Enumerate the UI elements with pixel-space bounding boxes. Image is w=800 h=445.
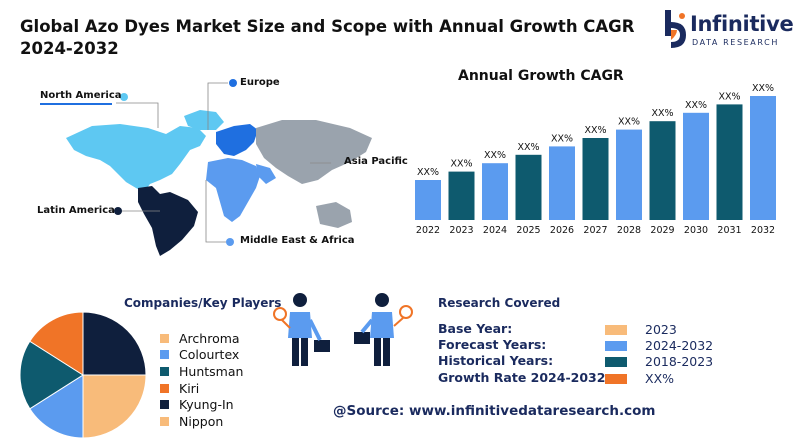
pie-slice-0: [82, 311, 147, 376]
bar-2024: [482, 163, 508, 220]
legend-label: Nippon: [179, 413, 224, 429]
bar-data-label: XX%: [618, 117, 640, 128]
bar-data-label: XX%: [417, 167, 439, 178]
north-america-underline: [40, 103, 112, 105]
research-value: XX%: [645, 371, 675, 386]
x-tick-label: 2024: [483, 225, 507, 236]
bar-data-label: XX%: [752, 83, 774, 94]
legend-item: Nippon: [160, 413, 243, 430]
label-middle-east-africa: Middle East & Africa: [240, 235, 355, 246]
logo-icon: [665, 10, 686, 48]
bar-data-label: XX%: [685, 100, 707, 111]
bar-2025: [515, 154, 542, 220]
bar-chart-svg: XX% 2022 XX% 2023 XX% 2024 XX% 2025 XX% 2026 XX% 20…: [415, 83, 776, 236]
bar-2031: [716, 104, 743, 220]
research-swatch: [605, 374, 627, 384]
legend-label: Colourtex: [179, 347, 240, 363]
bar-2028: [616, 129, 642, 220]
x-tick-label: 2025: [516, 225, 540, 236]
logo-subtitle: DATA RESEARCH: [692, 38, 779, 47]
research-label: Forecast Years:: [438, 337, 547, 352]
bar-data-label: XX%: [584, 125, 606, 136]
legend-item: Huntsman: [160, 363, 243, 380]
x-tick-label: 2023: [449, 225, 473, 236]
legend-item: Kyung-In: [160, 396, 243, 413]
research-label: Growth Rate 2024-2032:: [438, 370, 611, 385]
bar-2030: [683, 112, 709, 220]
legend-swatch: [160, 366, 169, 376]
bar-2023: [448, 171, 475, 220]
pie-chart-svg: [19, 311, 147, 439]
logo-name: Infinitive: [690, 12, 794, 36]
x-tick-label: 2031: [717, 225, 741, 236]
pie-slice-3: [19, 340, 84, 410]
x-tick-label: 2022: [416, 225, 440, 236]
x-tick-label: 2027: [583, 225, 607, 236]
companies-heading: Companies/Key Players: [124, 296, 282, 310]
bar-data-label: XX%: [718, 91, 740, 102]
bar-data-label: XX%: [484, 150, 506, 161]
pie-slice-2: [29, 374, 84, 439]
brand-logo: Infinitive DATA RESEARCH: [660, 6, 795, 56]
research-label: Base Year:: [438, 321, 513, 336]
research-swatch: [605, 341, 627, 351]
bar-2029: [649, 121, 676, 220]
businessman-figure-left: [273, 293, 330, 366]
legend-item: Archroma: [160, 330, 243, 347]
research-value: 2018-2023: [645, 354, 714, 369]
cagr-bar-chart: XX% 2022 XX% 2023 XX% 2024 XX% 2025 XX% 2026 XX% 20…: [405, 80, 795, 240]
research-heading: Research Covered: [438, 296, 561, 310]
pie-slice-4: [29, 311, 84, 376]
label-latin-america: Latin America: [37, 205, 115, 216]
research-swatch: [605, 357, 627, 367]
companies-pie-chart: [18, 310, 148, 440]
x-tick-label: 2026: [550, 225, 574, 236]
pie-slice-1: [82, 374, 147, 439]
page-title: Global Azo Dyes Market Size and Scope wi…: [20, 17, 635, 58]
label-north-america: North America: [40, 90, 122, 101]
legend-swatch: [160, 416, 169, 426]
world-map-graphic: [66, 79, 372, 256]
businessman-figure-right: [354, 293, 413, 366]
legend-swatch: [160, 400, 169, 410]
x-tick-label: 2032: [751, 225, 775, 236]
x-tick-label: 2028: [617, 225, 641, 236]
legend-item: Colourtex: [160, 347, 243, 364]
chart-title: Annual Growth CAGR: [458, 68, 624, 84]
label-europe: Europe: [240, 77, 280, 88]
legend-label: Kiri: [179, 380, 200, 396]
companies-legend: Archroma Colourtex Huntsman Kiri Kyung-In Nip…: [160, 330, 243, 430]
legend-label: Kyung-In: [179, 397, 234, 413]
x-tick-label: 2029: [650, 225, 674, 236]
bar-2026: [549, 146, 575, 220]
legend-label: Huntsman: [179, 363, 244, 379]
source-link[interactable]: @Source: www.infinitivedataresearch.com: [333, 403, 656, 419]
legend-swatch: [160, 350, 169, 360]
bar-2022: [415, 180, 441, 220]
x-tick-label: 2030: [684, 225, 708, 236]
legend-swatch: [160, 383, 169, 393]
world-map: North America Europe Asia Pacific Latin …: [20, 70, 420, 260]
research-value: 2024-2032: [645, 338, 714, 353]
bar-data-label: XX%: [517, 142, 539, 153]
label-asia-pacific: Asia Pacific: [344, 156, 408, 167]
legend-item: Kiri: [160, 380, 243, 397]
bar-data-label: XX%: [450, 159, 472, 170]
legend-swatch: [160, 333, 169, 343]
research-value: 2023: [645, 322, 677, 337]
bar-data-label: XX%: [651, 108, 673, 119]
research-swatch: [605, 325, 627, 335]
research-label: Historical Years:: [438, 353, 554, 368]
bar-2027: [582, 138, 609, 220]
bar-2032: [750, 96, 776, 220]
legend-label: Archroma: [179, 330, 240, 346]
bar-data-label: XX%: [551, 133, 573, 144]
